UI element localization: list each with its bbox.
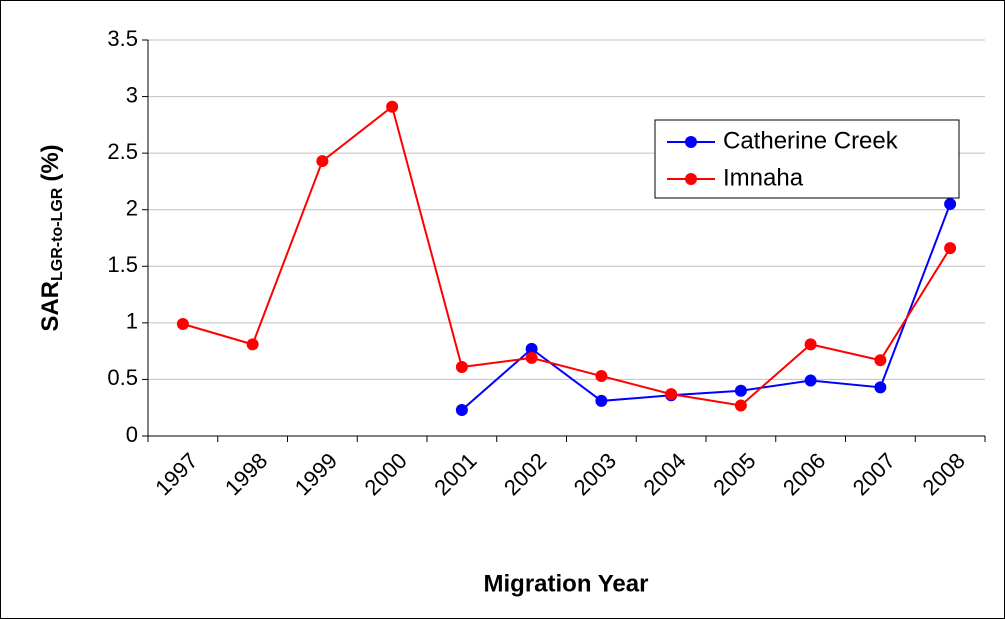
data-point <box>874 354 887 367</box>
x-axis-title: Migration Year <box>484 570 649 597</box>
data-point <box>455 403 468 416</box>
data-point <box>804 338 817 351</box>
y-tick-label: 1.5 <box>107 252 138 277</box>
data-point <box>246 338 259 351</box>
y-axis-title: SARLGR-to-LGR (%) <box>37 144 66 331</box>
data-point <box>316 155 329 168</box>
data-point <box>665 388 678 401</box>
y-tick-label: 0.5 <box>107 365 138 390</box>
data-point <box>386 100 399 113</box>
data-point <box>595 370 608 383</box>
y-tick-label: 3.5 <box>107 26 138 51</box>
y-tick-label: 2.5 <box>107 139 138 164</box>
data-point <box>595 394 608 407</box>
legend-label: Catherine Creek <box>723 127 899 154</box>
series-line <box>461 203 952 411</box>
y-tick-label: 0 <box>126 422 138 447</box>
legend-marker <box>685 173 697 185</box>
y-tick-label: 1 <box>126 309 138 334</box>
y-tick-label: 3 <box>126 82 138 107</box>
legend-box <box>654 119 960 199</box>
y-title-unit: (%) <box>37 144 64 181</box>
y-title-sub: LGR-to-LGR <box>49 187 66 281</box>
y-tick-label: 2 <box>126 196 138 221</box>
data-point <box>455 360 468 373</box>
data-point <box>944 242 957 255</box>
legend-marker <box>685 136 697 148</box>
legend-label: Imnaha <box>723 164 804 191</box>
y-title-text: SARLGR-to-LGR (%) <box>37 144 66 331</box>
data-point <box>874 381 887 394</box>
data-point <box>944 198 957 211</box>
data-point <box>525 351 538 364</box>
data-point <box>734 399 747 412</box>
y-title-main: SAR <box>37 281 64 332</box>
series-line <box>182 105 951 407</box>
data-point <box>176 317 189 330</box>
data-point <box>525 342 538 355</box>
data-point <box>804 374 817 387</box>
data-point <box>734 384 747 397</box>
